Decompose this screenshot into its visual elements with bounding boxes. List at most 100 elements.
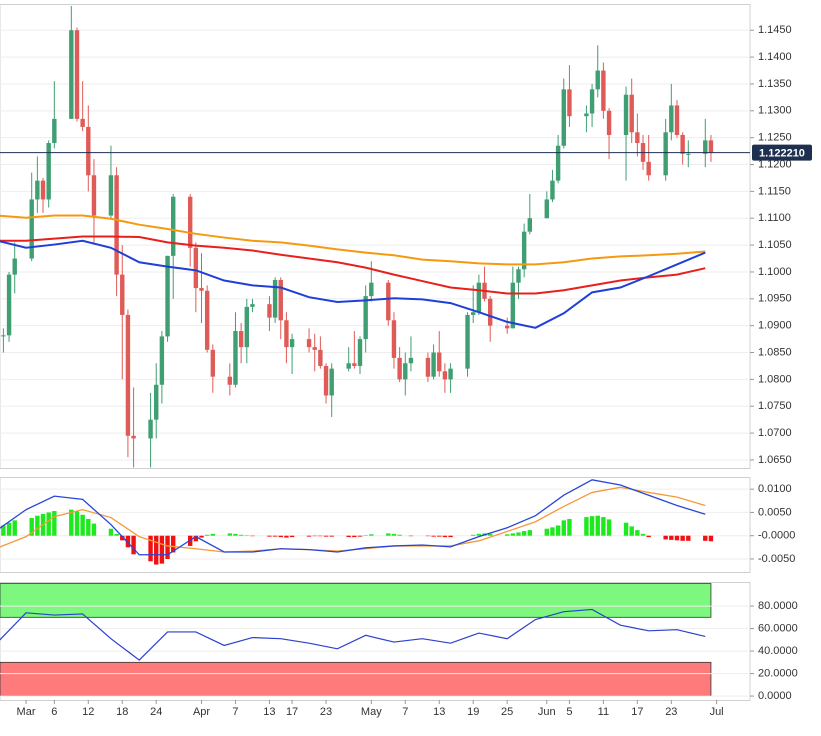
y-tick-label: 1.1450 bbox=[758, 24, 792, 36]
candle-body bbox=[52, 119, 56, 143]
x-tick-label: 11 bbox=[598, 706, 609, 718]
candle-body bbox=[46, 143, 50, 199]
y-tick-label: 1.1050 bbox=[758, 239, 792, 251]
candle-body bbox=[120, 275, 124, 315]
macd-histogram-bar bbox=[709, 536, 713, 542]
macd-histogram-bar bbox=[69, 510, 73, 536]
macd-histogram-bar bbox=[646, 536, 650, 537]
x-tick-label: Apr bbox=[193, 706, 210, 718]
candle-body bbox=[126, 315, 130, 436]
y-tick-label: 40.0000 bbox=[758, 645, 798, 657]
candle-body bbox=[86, 127, 90, 175]
x-tick-label: 24 bbox=[150, 706, 162, 718]
candle-body bbox=[7, 275, 11, 336]
macd-histogram-bar bbox=[160, 536, 164, 564]
candle-body bbox=[154, 385, 158, 420]
macd-histogram-bar bbox=[211, 534, 215, 536]
candle-body bbox=[148, 420, 152, 439]
candle-body bbox=[448, 369, 452, 380]
macd-histogram-bar bbox=[567, 519, 571, 536]
candle-body bbox=[528, 218, 532, 231]
candle-body bbox=[397, 358, 401, 379]
macd-histogram-bar bbox=[199, 536, 203, 538]
candle-body bbox=[92, 175, 96, 215]
macd-histogram-bar bbox=[352, 536, 356, 537]
macd-histogram-bar bbox=[545, 529, 549, 536]
x-tick-label: 7 bbox=[232, 706, 238, 718]
candle-body bbox=[675, 105, 679, 135]
y-tick-label: 1.0700 bbox=[758, 427, 792, 439]
macd-histogram-bar bbox=[346, 536, 350, 537]
candle-body bbox=[69, 30, 73, 119]
y-tick-label: 0.0100 bbox=[758, 483, 792, 495]
candle-body bbox=[477, 283, 481, 313]
candle-body bbox=[41, 181, 45, 200]
candle-body bbox=[1, 335, 5, 336]
macd-histogram-bar bbox=[92, 524, 96, 536]
candle-body bbox=[80, 119, 84, 127]
candle-body bbox=[194, 248, 198, 288]
macd-histogram-bar bbox=[437, 536, 441, 537]
y-tick-label: 1.1000 bbox=[758, 266, 792, 278]
macd-histogram-bar bbox=[562, 520, 566, 535]
candle-body bbox=[516, 269, 520, 282]
macd-histogram-bar bbox=[228, 533, 232, 535]
x-tick-label: 13 bbox=[433, 706, 445, 718]
candle-body bbox=[165, 256, 169, 337]
y-tick-label: 0.0050 bbox=[758, 506, 792, 518]
candle-body bbox=[511, 283, 515, 329]
macd-histogram-bar bbox=[584, 517, 588, 536]
x-tick-label: Jul bbox=[710, 706, 724, 718]
macd-histogram-bar bbox=[386, 533, 390, 535]
candle-body bbox=[352, 363, 356, 366]
macd-histogram-bar bbox=[7, 523, 11, 536]
candle-body bbox=[686, 154, 690, 155]
macd-histogram-bar bbox=[165, 536, 169, 559]
macd-histogram-bar bbox=[635, 530, 639, 536]
macd-histogram-bar bbox=[279, 536, 283, 537]
x-tick-label: 19 bbox=[467, 706, 479, 718]
candle-body bbox=[160, 336, 164, 384]
macd-histogram-bar bbox=[516, 532, 520, 535]
candle-body bbox=[663, 132, 667, 175]
macd-histogram-bar bbox=[629, 526, 633, 535]
macd-histogram-bar bbox=[443, 536, 447, 537]
macd-histogram-bar bbox=[80, 515, 84, 536]
candle-body bbox=[465, 315, 469, 369]
last-price-label: 1.122210 bbox=[759, 148, 805, 160]
macd-histogram-bar bbox=[448, 536, 452, 537]
macd-histogram-bar bbox=[522, 531, 526, 536]
macd-histogram-bar bbox=[477, 534, 481, 536]
macd-histogram-bar bbox=[239, 535, 243, 536]
macd-histogram-bar bbox=[601, 517, 605, 536]
candle-body bbox=[75, 30, 79, 119]
y-tick-label: -0.0050 bbox=[758, 553, 795, 565]
candle-body bbox=[601, 71, 605, 111]
candle-body bbox=[409, 358, 413, 363]
y-tick-label: 1.0800 bbox=[758, 373, 792, 385]
candle-body bbox=[584, 113, 588, 116]
macd-histogram-bar bbox=[369, 534, 373, 535]
macd-histogram-bar bbox=[52, 511, 56, 536]
candle-body bbox=[188, 197, 192, 248]
candle-body bbox=[346, 363, 350, 368]
macd-histogram-bar bbox=[471, 535, 475, 536]
candle-body bbox=[205, 291, 209, 350]
candle-body bbox=[629, 95, 633, 133]
candle-body bbox=[431, 353, 435, 377]
x-tick-label: 5 bbox=[566, 706, 572, 718]
candle-body bbox=[680, 135, 684, 154]
macd-histogram-bar bbox=[511, 533, 515, 535]
candle-body bbox=[426, 358, 430, 377]
candle-body bbox=[369, 283, 373, 296]
candle-body bbox=[109, 175, 113, 215]
macd-histogram-bar bbox=[397, 535, 401, 536]
macd-histogram-bar bbox=[686, 536, 690, 541]
macd-histogram-bar bbox=[233, 534, 237, 536]
rsi-band bbox=[0, 584, 711, 618]
candle-body bbox=[646, 162, 650, 175]
x-tick-label: 6 bbox=[51, 706, 57, 718]
candle-body bbox=[392, 320, 396, 358]
candle-body bbox=[703, 140, 707, 153]
candle-body bbox=[284, 320, 288, 347]
